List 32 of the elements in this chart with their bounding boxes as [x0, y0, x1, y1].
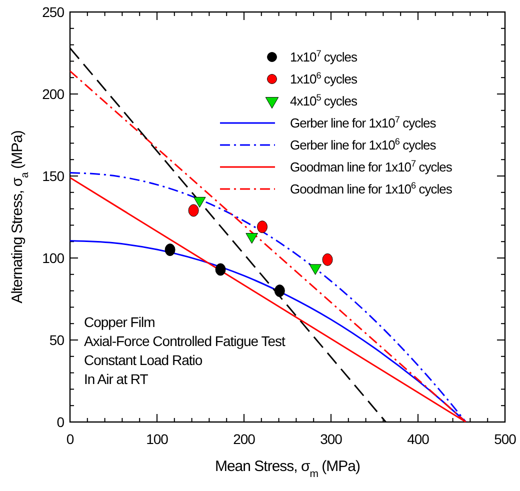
- point: [322, 253, 333, 266]
- y-tick-label: 200: [42, 86, 65, 102]
- legend-label: 1x10$^{7}$ cycles: [290, 48, 358, 65]
- x-tick-label: 300: [320, 431, 343, 447]
- legend-label: Goodman line for 1x10$^{6}$ cycles: [290, 180, 453, 197]
- point: [215, 263, 226, 276]
- point: [193, 196, 206, 208]
- point: [246, 233, 258, 244]
- legend-label: 1x10$^{6}$ cycles: [290, 70, 358, 87]
- point: [188, 204, 199, 217]
- y-tick-label: 100: [42, 250, 65, 266]
- legend-label: Gerber line for 1x10$^{7}$ cycles: [290, 114, 437, 131]
- y-tick-label: 0: [56, 414, 65, 430]
- point: [257, 220, 268, 234]
- x-tick-label: 500: [494, 431, 517, 447]
- x-tick-label: 200: [233, 431, 256, 447]
- legend-label: Gerber line for 1x10$^{6}$ cycles: [290, 136, 437, 153]
- legend-label: 4x10$^{5}$ cycles: [290, 92, 358, 109]
- annotation: Axial-Force Controlled Fatigue Test: [84, 333, 286, 349]
- point: [309, 264, 322, 275]
- point: [164, 244, 176, 256]
- x-tick-label: 100: [146, 431, 169, 447]
- annotation: Constant Load Ratio: [84, 352, 203, 368]
- x-tick-label: 400: [407, 431, 430, 447]
- x-axis-title: Mean Stress, σ$_{m}$ (MPa): [214, 458, 361, 480]
- legend-label: Goodman line for 1x10$^{7}$ cycles: [290, 158, 453, 175]
- point: [274, 284, 285, 298]
- annotation: In Air at RT: [84, 371, 149, 387]
- annotation: Copper Film: [84, 314, 155, 330]
- y-tick-label: 50: [49, 332, 65, 348]
- y-tick-label: 150: [42, 168, 65, 184]
- y-tick-label: 250: [42, 4, 65, 20]
